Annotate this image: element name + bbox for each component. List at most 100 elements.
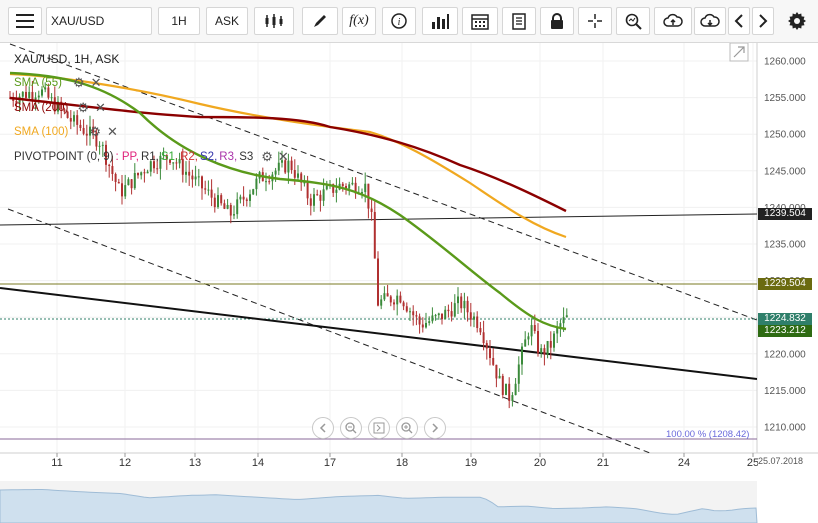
candle-body [303,182,306,184]
candle-body [44,87,47,90]
candle-body [111,166,114,174]
candle-body [460,296,463,309]
candle-body [393,302,395,305]
chart-type-button[interactable] [254,7,294,35]
candle-body [185,171,187,175]
candle-body [300,173,303,183]
candle-body [306,182,309,199]
pivot-part: S2, [200,151,218,163]
candle-body [364,183,367,193]
svg-text:i: i [398,17,401,28]
candle-body [309,198,312,206]
symbol-selector[interactable]: XAU/USD [46,7,152,35]
fib-level-label: 100.00 % (1208.42) [666,429,750,440]
candle-body [28,91,31,98]
candle-body [386,293,389,297]
zoom-button[interactable] [616,7,650,35]
calendar-button[interactable] [462,7,498,35]
info-button[interactable]: i [382,7,416,35]
candle-body [143,172,146,174]
candle-body [121,183,123,197]
close-icon[interactable]: ✕ [277,149,289,164]
gear-icon[interactable]: ⚙ [72,75,85,90]
candle-body [505,383,507,395]
menu-button[interactable] [8,7,42,35]
pivot-part: R1, [140,151,159,163]
indicator-sma-100[interactable]: SMA (100) ⚙ ✕ [14,124,118,140]
price-type-selector[interactable]: ASK [206,7,248,35]
volume-button[interactable] [422,7,458,35]
symbol-label: XAU/USD [51,14,105,28]
close-icon[interactable]: ✕ [94,100,106,115]
candle-body [79,124,82,128]
upload-button[interactable] [654,7,692,35]
price-tag-pivot: 1229.504 [758,278,812,290]
date-tick-label: 19 [465,457,477,469]
fit-button[interactable] [368,417,390,439]
gear-icon[interactable]: ⚙ [77,100,89,115]
candle-body [281,160,283,163]
pivot-label: PIVOTPOINT (0, 9) [14,151,114,163]
template-button[interactable] [502,7,536,35]
zoom-in-button[interactable] [396,417,418,439]
scroll-right-button[interactable] [752,7,774,35]
candle-body [41,89,43,96]
hamburger-icon [16,14,34,28]
timeframe-selector[interactable]: 1H [158,7,200,35]
chevron-left-icon [734,14,743,28]
indicator-sma-200[interactable]: SMA (200) ⚙ ✕ [14,100,106,116]
indicator-pivot[interactable]: PIVOTPOINT (0, 9) : PP, R1, S1, R2, S2, … [14,149,289,165]
settings-button[interactable] [782,7,812,35]
date-tick-label: 25 [747,457,759,469]
nav-forward-button[interactable] [424,417,446,439]
candle-body [290,160,293,171]
cloud-upload-icon [663,13,683,27]
candle-body [223,203,226,209]
indicator-label: SMA (100) [14,126,69,138]
candle-body [383,293,386,300]
candle-body [169,159,171,163]
price-tag-current: 1224.832 [758,313,812,325]
info-icon: i [391,13,407,29]
price-chart[interactable]: 1260.0001255.0001250.0001245.0001240.000… [0,43,818,523]
candle-body [101,144,104,146]
crosshair-button[interactable] [578,7,612,35]
nav-back-button[interactable] [312,417,334,439]
close-icon[interactable]: ✕ [90,75,102,90]
candle-body [249,194,251,201]
support-trendline[interactable] [0,287,757,380]
chart-area[interactable]: 1260.0001255.0001250.0001245.0001240.000… [0,43,818,523]
candle-body [556,327,559,334]
candle-body [188,171,191,176]
zoom-out-button[interactable] [340,417,362,439]
candle-body [159,155,162,169]
candle-body [297,173,299,178]
scroll-left-button[interactable] [728,7,750,35]
lock-button[interactable] [540,7,574,35]
horizontal-resistance-line[interactable] [0,213,757,226]
price-axis: 1260.0001255.0001250.0001245.0001240.000… [764,57,806,434]
function-button[interactable]: f(x) [342,7,376,35]
plot-background [0,43,757,453]
candle-body [485,343,488,349]
candle-body [265,181,267,183]
draw-tool-button[interactable] [302,7,338,35]
candle-body [37,95,40,98]
channel-lower-line[interactable] [7,208,651,453]
candle-body [66,111,69,119]
candle-body [268,181,271,183]
candle-body [47,87,50,98]
sma-55-line [9,71,567,331]
candle-body [540,348,543,354]
download-button[interactable] [694,7,726,35]
candle-body [69,118,72,122]
pencil-icon [314,15,326,27]
indicator-sma-55[interactable]: SMA (55) ⚙ ✕ [14,75,102,91]
close-icon[interactable]: ✕ [106,124,118,139]
sma-200-line [9,96,567,213]
candle-body [226,204,229,209]
gear-icon[interactable]: ⚙ [261,149,273,164]
candle-body [255,178,258,190]
expand-icon [733,46,745,58]
gear-icon[interactable]: ⚙ [89,124,101,139]
